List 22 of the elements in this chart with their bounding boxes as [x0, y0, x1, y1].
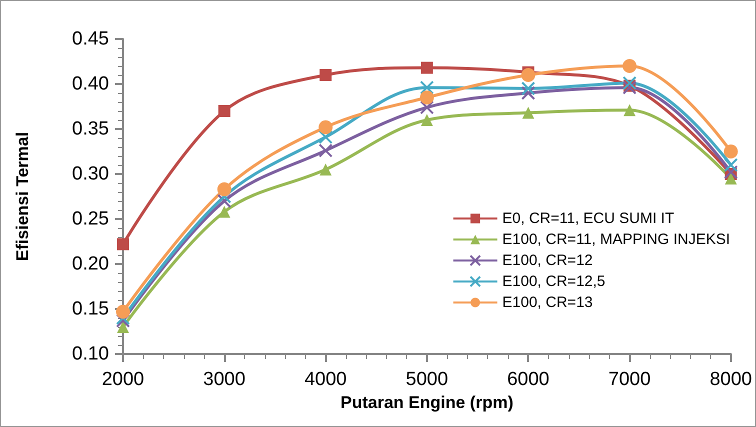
legend-label: E100, CR=12,5 — [502, 273, 606, 290]
legend-label: E100, CR=12 — [502, 252, 593, 269]
y-tick-label: 0.30 — [72, 164, 109, 184]
y-tick-label: 0.10 — [72, 344, 109, 364]
y-axis-title: Efisiensi Termal — [13, 132, 32, 262]
y-tick-label: 0.40 — [72, 74, 109, 94]
y-tick-label: 0.20 — [72, 254, 109, 274]
y-tick-label: 0.25 — [72, 208, 109, 230]
x-tick-label: 8000 — [710, 369, 752, 390]
legend-label: E100, CR=13 — [502, 294, 593, 311]
x-tick-label: 5000 — [406, 369, 448, 390]
y-tick-label: 0.15 — [72, 298, 109, 320]
legend-label: E100, CR=11, MAPPING INJEKSI — [502, 231, 730, 248]
x-tick-label: 2000 — [102, 369, 144, 390]
x-tick-label: 6000 — [507, 369, 550, 390]
x-tick-label: 4000 — [304, 369, 347, 390]
y-tick-label: 0.35 — [72, 118, 109, 140]
x-tick-label: 3000 — [203, 369, 246, 390]
x-tick-label: 7000 — [608, 369, 651, 390]
legend-label: E0, CR=11, ECU SUMI IT — [502, 210, 674, 227]
y-tick-label: 0.45 — [72, 28, 109, 50]
x-axis-title: Putaran Engine (rpm) — [340, 392, 514, 412]
